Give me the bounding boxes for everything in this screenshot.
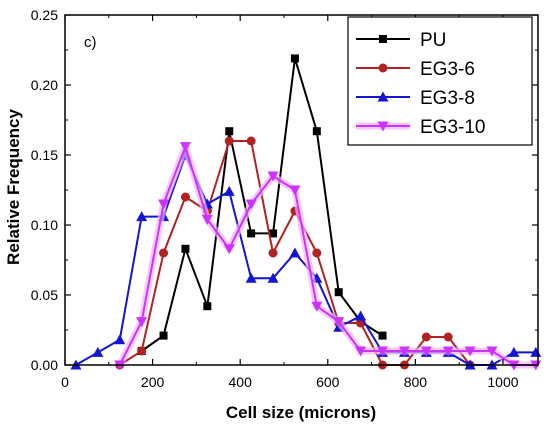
legend-label-eg3-8: EG3-8 (420, 88, 475, 109)
data-point-eg3-8 (114, 334, 126, 345)
legend-marker-eg3-8 (377, 91, 389, 102)
x-tick-label: 800 (404, 374, 428, 390)
legend-marker-eg3-6 (378, 63, 388, 73)
data-point-eg3-8 (355, 310, 367, 321)
y-tick-label: 0.05 (31, 287, 58, 303)
axes-layer: 0 200 400 600 800 1000 0.00 0.05 0.10 0.15 0.20 0.2… (31, 7, 539, 390)
data-point-pu (312, 127, 321, 136)
data-point-eg3-10 (289, 185, 301, 196)
x-tick-label: 200 (141, 374, 165, 390)
data-point-pu (378, 331, 387, 340)
data-point-pu (247, 229, 256, 238)
y-tick-label: 0.20 (31, 77, 58, 93)
data-point-eg3-8 (289, 247, 301, 258)
data-point-eg3-6 (312, 248, 322, 258)
data-point-eg3-10 (333, 317, 345, 328)
x-tick-label: 0 (61, 374, 69, 390)
data-point-eg3-6 (180, 192, 190, 202)
data-point-eg3-6 (224, 136, 234, 146)
data-point-eg3-6 (246, 136, 256, 146)
x-tick-label: 400 (229, 374, 253, 390)
data-point-eg3-10 (136, 317, 148, 328)
y-tick-label: 0.15 (31, 147, 58, 163)
legend-label-eg3-6: EG3-6 (420, 59, 475, 80)
x-tick-label: 1000 (487, 374, 518, 390)
data-point-eg3-6 (137, 346, 147, 356)
legend-item-pu: PU (356, 30, 446, 51)
data-point-eg3-8 (136, 211, 148, 222)
legend-item-eg3-8: EG3-8 (356, 88, 475, 109)
data-point-eg3-8 (223, 185, 235, 196)
y-tick-label: 0.25 (31, 7, 58, 23)
data-point-eg3-10 (442, 346, 454, 357)
data-point-eg3-10 (377, 346, 389, 357)
data-point-eg3-10 (464, 346, 476, 357)
legend-label-pu: PU (420, 30, 446, 51)
x-axis-label: Cell size (microns) (226, 403, 376, 422)
data-point-eg3-10 (245, 199, 257, 210)
legend-marker-eg3-10 (377, 121, 389, 132)
data-point-eg3-10 (311, 301, 323, 312)
data-point-eg3-10 (158, 199, 170, 210)
data-point-eg3-10 (223, 244, 235, 255)
data-point-pu (203, 302, 212, 311)
data-point-eg3-6 (159, 248, 169, 258)
data-point-eg3-6 (443, 332, 453, 342)
data-point-eg3-6 (268, 248, 278, 258)
data-point-pu (225, 127, 234, 136)
data-point-eg3-10 (179, 142, 191, 153)
legend-item-eg3-6: EG3-6 (356, 59, 475, 80)
data-point-eg3-10 (398, 346, 410, 357)
y-tick-label: 0.10 (31, 217, 58, 233)
legend-label-eg3-10: EG3-10 (420, 117, 485, 138)
data-point-eg3-8 (245, 272, 257, 283)
data-point-pu (290, 54, 299, 63)
data-point-eg3-8 (267, 272, 279, 283)
data-point-eg3-6 (421, 332, 431, 342)
data-point-eg3-8 (92, 346, 104, 357)
data-point-pu (269, 229, 278, 238)
panel-label: c) (84, 34, 97, 51)
data-point-eg3-10 (267, 171, 279, 182)
data-point-eg3-10 (201, 214, 213, 225)
series-eg3-6 (115, 136, 475, 370)
y-tick-label: 0.00 (31, 357, 58, 373)
data-point-pu (334, 288, 343, 297)
data-point-eg3-10 (355, 346, 367, 357)
data-point-pu (159, 331, 168, 340)
data-point-eg3-10 (420, 346, 432, 357)
y-axis-label: Relative Frequency (4, 109, 23, 265)
series-line-eg3-10 (118, 145, 536, 366)
data-point-pu (181, 244, 190, 253)
legend-marker-pu (379, 35, 387, 43)
data-point-eg3-8 (508, 346, 520, 357)
legend-item-eg3-10: EG3-10 (356, 117, 485, 138)
legend: PU EG3-6 EG3-8 EG3-10 (347, 16, 533, 146)
series-eg3-10 (114, 142, 542, 371)
x-tick-label: 600 (316, 374, 340, 390)
data-point-eg3-10 (486, 346, 498, 357)
series-line-pu (141, 57, 384, 352)
